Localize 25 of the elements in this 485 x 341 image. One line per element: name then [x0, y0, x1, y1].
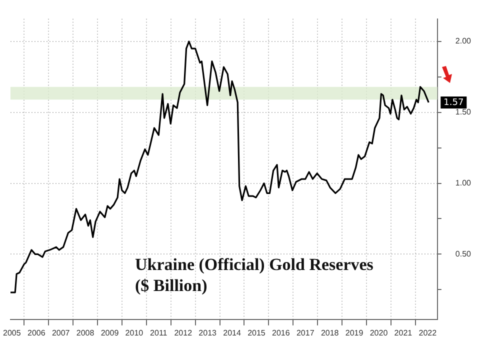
x-tick-label: 2017 [296, 328, 315, 338]
x-tick-label: 2007 [52, 328, 70, 338]
x-tick-label: 2018 [320, 328, 340, 338]
annotation: 1.57 [444, 98, 464, 108]
y-tick-label: 1.50 [455, 108, 472, 117]
x-tick-label: 2014 [223, 328, 242, 338]
x-tick-label: 2011 [150, 328, 168, 338]
x-tick-label: 2021 [394, 328, 413, 338]
x-tick-label: 2005 [3, 328, 22, 338]
x-tick-label: 2008 [76, 328, 95, 338]
x-tick-label: 2010 [125, 328, 144, 338]
text: ($ Billion) [135, 275, 208, 296]
x-tick-label: 2006 [27, 328, 46, 338]
y-tick-label: 1.00 [455, 178, 472, 188]
x-tick-label: 2022 [418, 328, 438, 338]
x-tick-label: 2013 [198, 328, 218, 338]
x-tick-label: 2020 [370, 328, 388, 338]
y-tick-label: 2.00 [455, 36, 472, 46]
text: Ukraine (Official) Gold Reserves [135, 254, 374, 275]
x-tick-label: 2009 [100, 328, 120, 338]
x-tick-label: 2019 [345, 328, 364, 338]
y-tick-label: 0.50 [455, 249, 472, 258]
x-tick-label: 2012 [174, 328, 193, 338]
x-tick-label: 2015 [248, 328, 266, 338]
x-tick-label: 2016 [272, 328, 290, 338]
